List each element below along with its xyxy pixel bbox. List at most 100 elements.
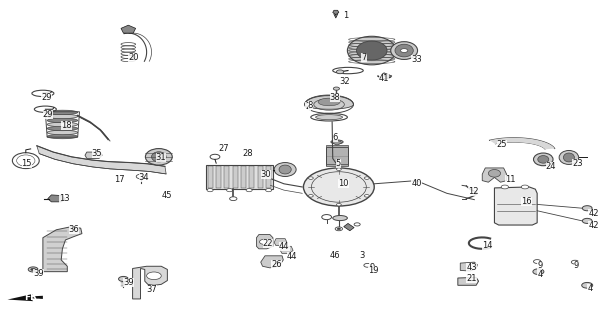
Bar (206, 165, 273, 188)
Circle shape (259, 239, 269, 244)
Text: 32: 32 (339, 77, 349, 86)
Polygon shape (37, 146, 166, 174)
Ellipse shape (318, 98, 340, 106)
Polygon shape (344, 223, 354, 231)
Text: 16: 16 (521, 197, 532, 206)
Text: 44: 44 (279, 242, 289, 251)
Polygon shape (482, 168, 507, 182)
Text: 28: 28 (242, 148, 253, 157)
Ellipse shape (47, 118, 78, 123)
Circle shape (28, 267, 38, 272)
Circle shape (246, 188, 252, 192)
Text: 25: 25 (497, 140, 508, 149)
Text: 29: 29 (41, 93, 51, 102)
Polygon shape (85, 152, 102, 158)
Text: 34: 34 (139, 173, 150, 182)
Polygon shape (274, 239, 287, 246)
Bar (326, 164, 348, 166)
Polygon shape (495, 187, 537, 225)
Text: 40: 40 (411, 179, 422, 188)
Ellipse shape (316, 115, 343, 120)
Text: 38: 38 (330, 93, 340, 102)
Text: 45: 45 (161, 191, 172, 200)
Circle shape (207, 188, 213, 192)
Ellipse shape (303, 168, 374, 206)
Circle shape (501, 185, 509, 189)
Circle shape (230, 197, 237, 201)
Polygon shape (280, 246, 293, 253)
Polygon shape (261, 256, 283, 268)
Circle shape (582, 206, 592, 211)
Ellipse shape (559, 150, 579, 164)
Text: 27: 27 (218, 144, 229, 153)
Bar (241, 166, 246, 188)
Circle shape (571, 260, 579, 264)
Circle shape (533, 260, 541, 263)
Text: 2: 2 (305, 101, 311, 111)
Bar (249, 166, 254, 188)
Ellipse shape (348, 36, 396, 65)
Ellipse shape (563, 153, 574, 162)
Text: 37: 37 (147, 285, 158, 294)
Circle shape (308, 195, 313, 197)
Circle shape (582, 218, 592, 223)
Text: 1: 1 (343, 11, 348, 20)
Polygon shape (305, 95, 354, 109)
Text: 23: 23 (572, 159, 582, 168)
Circle shape (364, 177, 369, 179)
Bar (233, 166, 238, 188)
Text: 24: 24 (546, 162, 556, 171)
Text: 26: 26 (271, 260, 282, 269)
Circle shape (337, 168, 341, 171)
Ellipse shape (331, 140, 343, 144)
Ellipse shape (145, 148, 172, 165)
Ellipse shape (538, 156, 549, 163)
Polygon shape (460, 262, 478, 271)
Text: 36: 36 (69, 225, 79, 234)
Ellipse shape (47, 110, 78, 115)
Text: 30: 30 (261, 170, 272, 179)
Text: 8: 8 (308, 101, 313, 110)
Text: 46: 46 (330, 251, 340, 260)
Circle shape (118, 276, 128, 282)
Circle shape (521, 185, 528, 189)
Circle shape (333, 87, 340, 90)
Text: 42: 42 (588, 221, 599, 230)
Ellipse shape (533, 153, 553, 166)
Text: 20: 20 (128, 53, 139, 62)
Text: 5: 5 (336, 159, 341, 168)
Ellipse shape (274, 163, 296, 177)
Circle shape (354, 223, 360, 226)
Text: 13: 13 (59, 194, 70, 203)
Text: 10: 10 (338, 179, 349, 188)
Text: 7: 7 (362, 53, 367, 62)
Bar (326, 147, 348, 165)
Polygon shape (490, 138, 555, 149)
Ellipse shape (390, 42, 417, 60)
Text: 4: 4 (537, 270, 543, 279)
Ellipse shape (357, 41, 387, 60)
Text: 42: 42 (588, 209, 599, 218)
Text: 39: 39 (123, 278, 134, 287)
Text: 9: 9 (370, 263, 375, 272)
Polygon shape (458, 277, 479, 285)
Circle shape (335, 227, 343, 231)
Circle shape (31, 268, 36, 271)
Text: 19: 19 (368, 266, 379, 275)
Circle shape (582, 283, 593, 288)
Ellipse shape (47, 114, 78, 119)
Text: 9: 9 (574, 261, 579, 270)
Text: 3: 3 (360, 251, 365, 260)
Text: 43: 43 (466, 263, 477, 272)
Polygon shape (121, 25, 135, 33)
Circle shape (265, 188, 272, 192)
Text: 31: 31 (156, 153, 166, 162)
Text: 11: 11 (506, 175, 516, 184)
Text: 15: 15 (21, 159, 32, 168)
Circle shape (337, 204, 341, 206)
Bar (258, 166, 263, 188)
Ellipse shape (47, 126, 78, 131)
Circle shape (147, 272, 161, 280)
Ellipse shape (151, 152, 166, 162)
Bar (266, 166, 271, 188)
